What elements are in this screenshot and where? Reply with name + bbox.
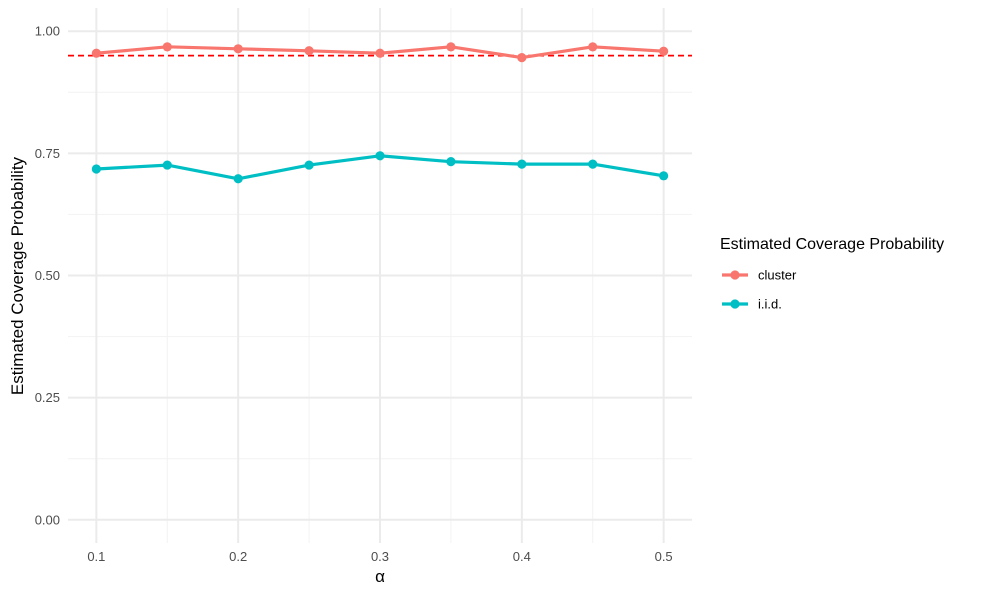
legend-key-point — [730, 270, 740, 280]
y-tick-label: 0.00 — [35, 512, 60, 527]
data-point-cluster — [162, 42, 172, 52]
data-point-i-i-d — [233, 174, 243, 184]
data-point-i-i-d — [91, 164, 101, 174]
legend-title: Estimated Coverage Probability — [720, 236, 944, 253]
legend-item-i-i-d: i.i.d. — [722, 297, 782, 312]
data-point-cluster — [233, 44, 243, 54]
y-axis-title: Estimated Coverage Probability — [8, 156, 27, 395]
data-point-cluster — [659, 46, 669, 56]
y-tick-label: 0.75 — [35, 146, 60, 161]
x-tick-label: 0.3 — [371, 549, 389, 564]
series-layer — [91, 42, 669, 184]
data-point-i-i-d — [162, 160, 172, 170]
data-point-cluster — [446, 42, 456, 52]
x-tick-label: 0.5 — [655, 549, 673, 564]
data-point-i-i-d — [517, 159, 527, 169]
data-point-cluster — [517, 52, 527, 63]
y-tick-label: 0.25 — [35, 390, 60, 405]
y-tick-label: 0.50 — [35, 268, 60, 283]
data-point-i-i-d — [588, 159, 598, 169]
data-point-cluster — [91, 48, 101, 58]
x-axis-title: α — [375, 567, 385, 586]
legend-label: i.i.d. — [758, 297, 782, 312]
legend-label: cluster — [758, 268, 797, 283]
legend: Estimated Coverage Probability cluster i.… — [720, 236, 944, 312]
x-tick-label: 0.2 — [229, 549, 247, 564]
data-point-i-i-d — [659, 171, 669, 181]
data-point-i-i-d — [375, 151, 385, 161]
x-tick-label: 0.4 — [513, 549, 531, 564]
data-point-cluster — [304, 46, 314, 56]
legend-item-cluster: cluster — [722, 268, 797, 283]
y-tick-labels: 0.00 0.25 0.50 0.75 1.00 — [35, 24, 60, 528]
y-tick-label: 1.00 — [35, 24, 60, 39]
data-point-cluster — [375, 48, 385, 58]
data-point-i-i-d — [304, 160, 314, 170]
series-i-i-d — [91, 151, 669, 184]
legend-key-point — [730, 299, 740, 309]
series-cluster — [91, 42, 669, 63]
data-point-cluster — [588, 42, 598, 52]
x-tick-label: 0.1 — [87, 549, 105, 564]
data-point-i-i-d — [446, 157, 456, 167]
x-tick-labels: 0.1 0.2 0.3 0.4 0.5 — [87, 549, 672, 564]
major-gridlines — [68, 8, 692, 543]
